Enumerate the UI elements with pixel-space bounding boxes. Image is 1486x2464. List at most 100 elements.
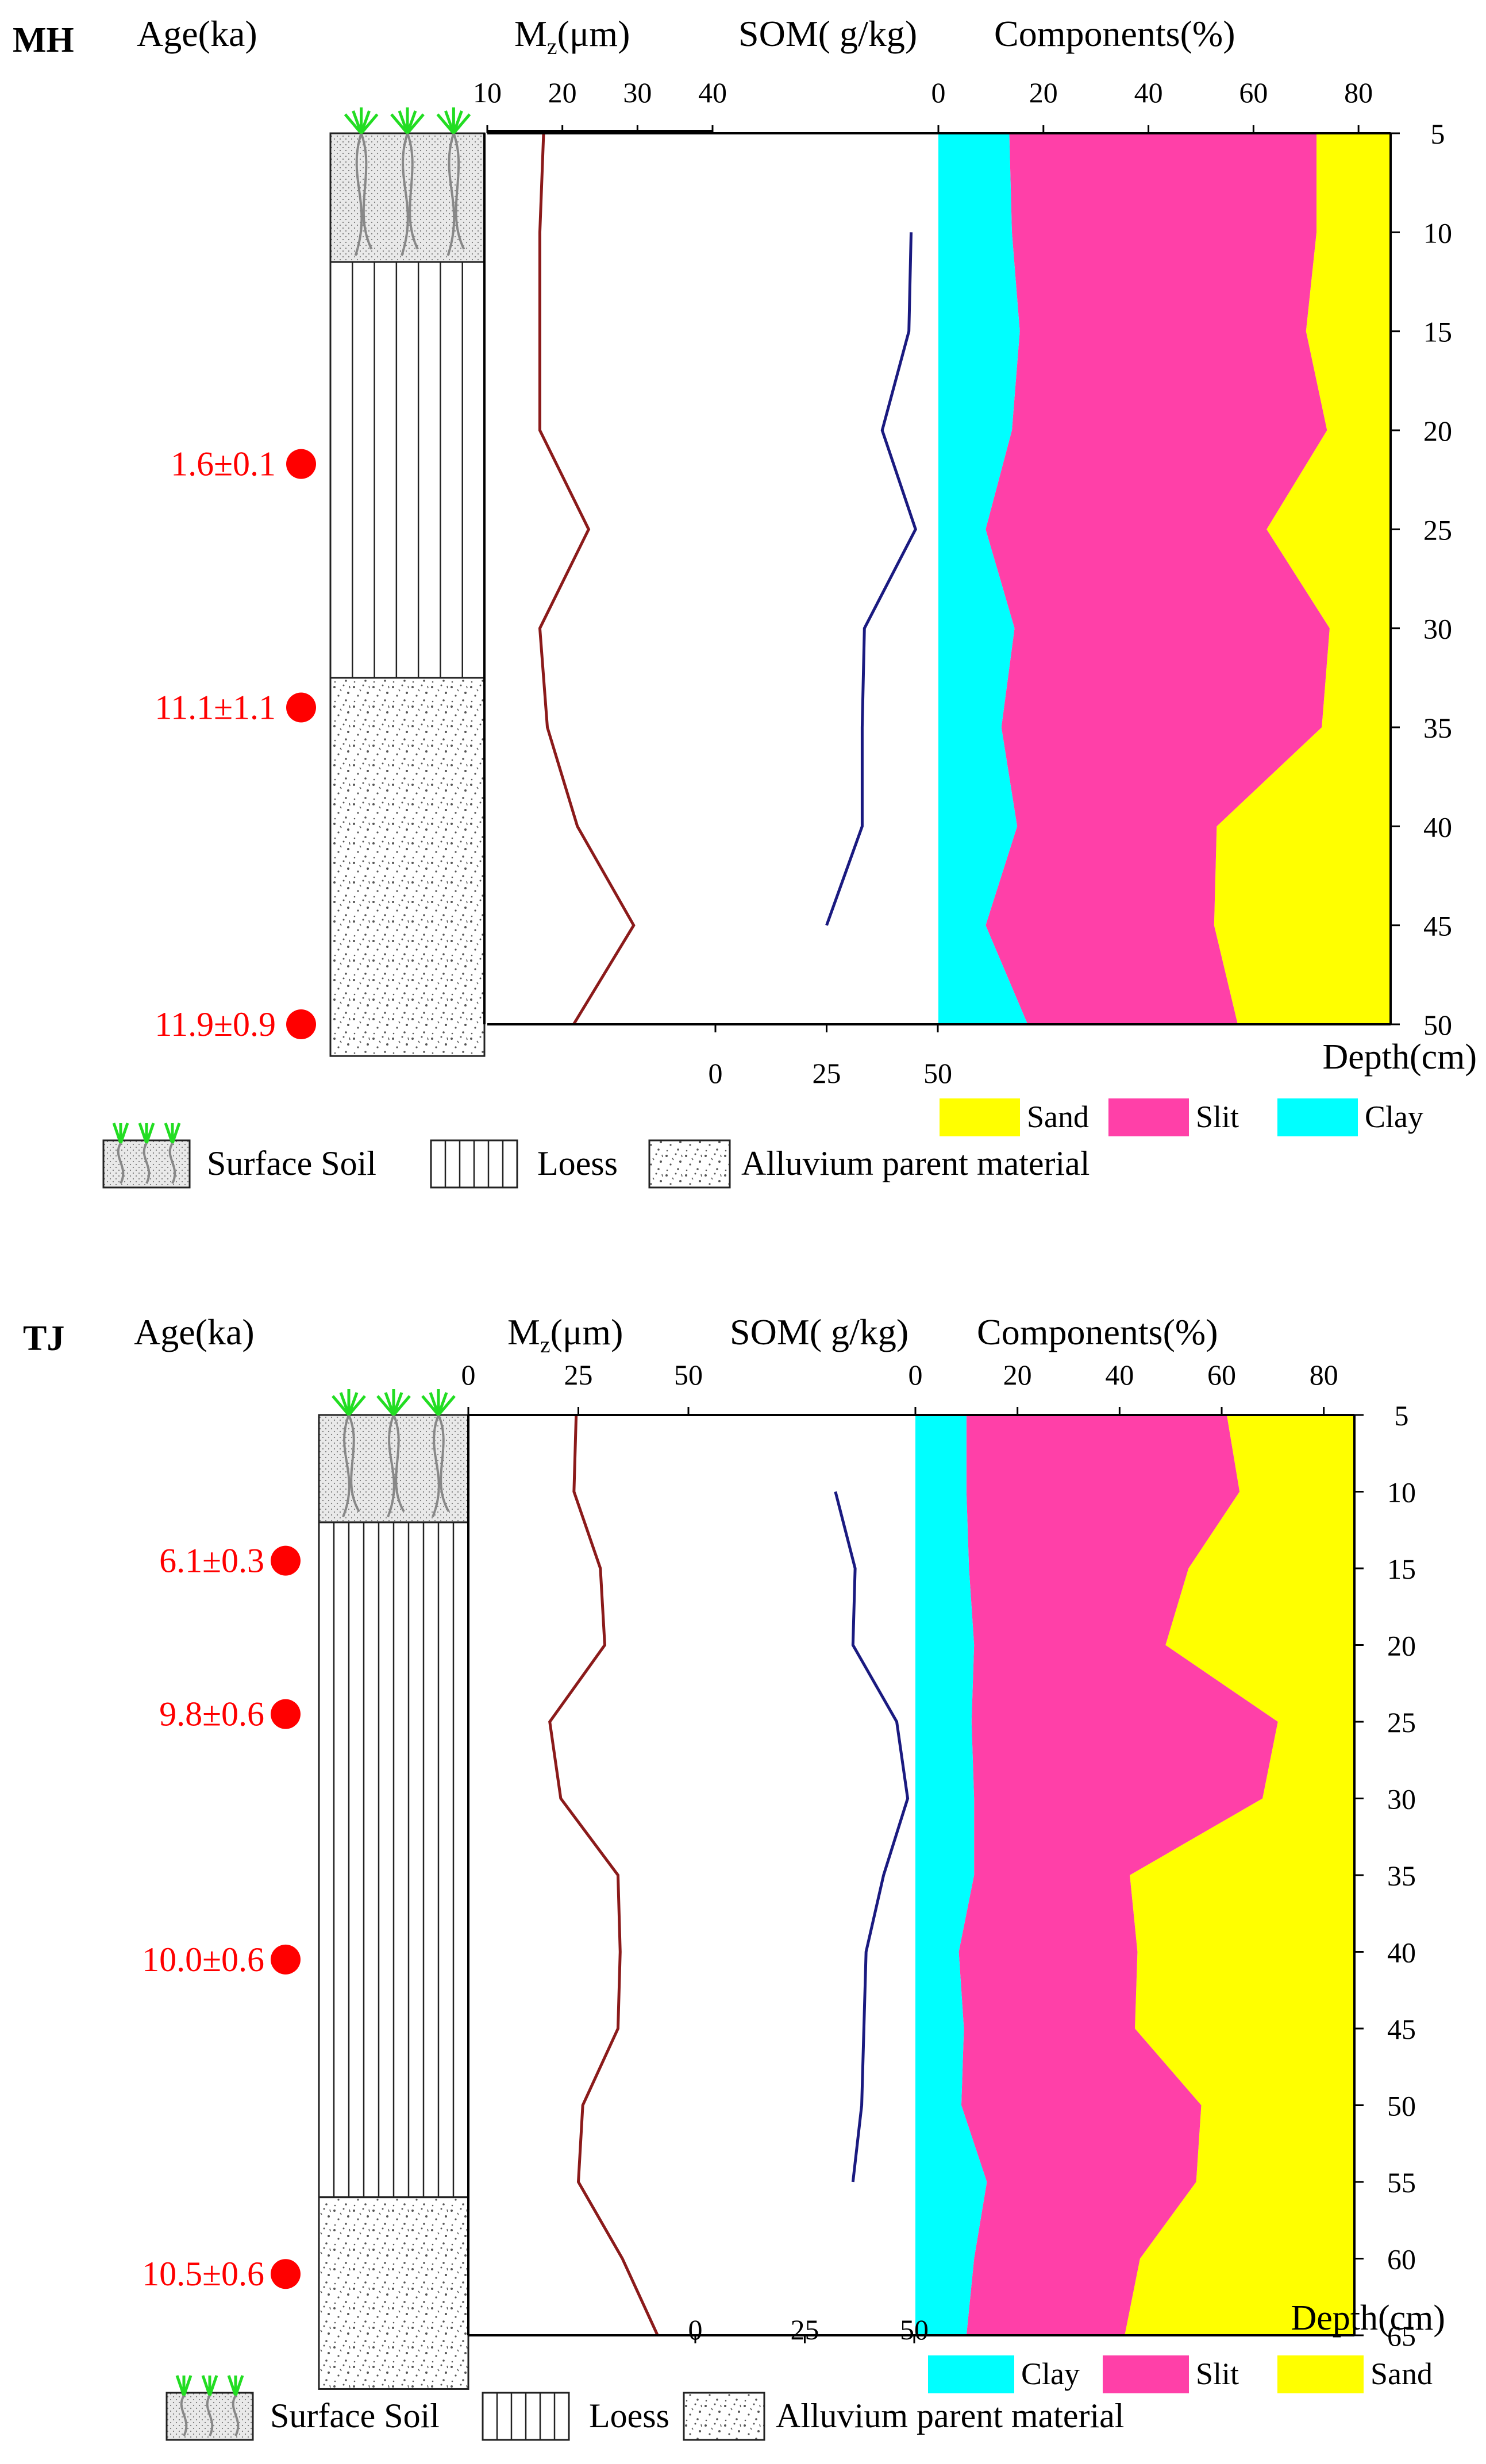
mz-header-main: M xyxy=(507,1312,540,1352)
depth-axis-title: Depth(cm) xyxy=(1291,2299,1445,2338)
depth-tick-label: 35 xyxy=(1387,1860,1416,1892)
grass-icon xyxy=(332,1395,350,1416)
age-dot xyxy=(271,1944,301,1975)
som-tick-label: 25 xyxy=(791,2313,819,2346)
loess-block xyxy=(329,261,486,679)
grass-icon xyxy=(182,2375,193,2396)
root-icon xyxy=(387,1414,405,1518)
grass-icon xyxy=(234,2375,244,2396)
legend-surface-soil-label: Surface Soil xyxy=(270,2397,440,2435)
clay-area xyxy=(938,133,1028,1024)
age-dot xyxy=(271,2259,301,2289)
legend-label-silt: Slit xyxy=(1196,1100,1239,1134)
legend-item-silt: Slit xyxy=(1103,2355,1239,2393)
depth-tick-label: 45 xyxy=(1387,2013,1416,2045)
sand-area xyxy=(1214,133,1390,1024)
age-label: 9.8±0.6 xyxy=(159,1695,264,1733)
grass-icon xyxy=(421,1395,440,1416)
age-dot xyxy=(286,692,316,723)
alluvium-block xyxy=(329,677,486,1057)
age-header: Age(ka) xyxy=(137,13,257,54)
grass-icon xyxy=(392,1395,411,1416)
grass-icon xyxy=(119,1123,129,1144)
depth-tick-label: 30 xyxy=(1423,613,1452,645)
mz-tick-label: 20 xyxy=(548,76,577,109)
grass-icon xyxy=(376,1395,395,1416)
root-icon xyxy=(143,1142,151,1184)
legend-alluvium-swatch xyxy=(648,1139,731,1189)
legend-item-silt: Slit xyxy=(1108,1098,1239,1136)
depth-tick-label: 45 xyxy=(1423,910,1452,942)
components-tick-label: 60 xyxy=(1239,76,1268,109)
depth-tick-label: 15 xyxy=(1423,316,1452,348)
depth-tick-label: 20 xyxy=(1423,415,1452,447)
profile-title: MH xyxy=(13,21,74,60)
mz-line xyxy=(538,133,636,1025)
components-tick-label: 80 xyxy=(1310,1359,1338,1391)
components-tick-label: 20 xyxy=(1029,76,1058,109)
legend-item-sand: Sand xyxy=(940,1098,1089,1136)
legend-item-clay: Clay xyxy=(1277,1098,1423,1136)
components-tick-label: 80 xyxy=(1344,76,1373,109)
depth-axis-title: Depth(cm) xyxy=(1322,1038,1477,1077)
root-icon xyxy=(232,2394,240,2436)
mz-tick-label: 25 xyxy=(564,1359,593,1391)
legend-swatch-silt xyxy=(1108,1098,1189,1136)
legend-swatch-silt xyxy=(1103,2355,1189,2393)
mz-tick-label: 0 xyxy=(461,1359,476,1391)
legend-label-clay: Clay xyxy=(1021,2357,1080,2391)
grass-icon xyxy=(360,113,379,134)
mz-header-sub: z xyxy=(540,1332,550,1358)
sand-area xyxy=(1125,1415,1354,2335)
clay-area xyxy=(915,1415,987,2335)
depth-tick-label: 15 xyxy=(1387,1553,1416,1585)
som-tick-label: 25 xyxy=(813,1057,841,1089)
stratum-surface xyxy=(329,107,486,263)
legend-loess-label: Loess xyxy=(537,1144,618,1182)
grass-icon xyxy=(344,113,363,134)
grass-icon xyxy=(390,113,409,134)
root-icon xyxy=(432,1414,450,1518)
strata-legend: Surface Soil Loess Alluvium parent materia… xyxy=(102,1123,1090,1189)
components-tick-label: 40 xyxy=(1105,1359,1134,1391)
legend-loess-label: Loess xyxy=(589,2397,669,2435)
root-icon xyxy=(354,133,373,256)
depth-tick-label: 10 xyxy=(1423,217,1452,249)
mz-header-unit: (μm) xyxy=(550,1312,623,1352)
legend-label-silt: Slit xyxy=(1196,2357,1239,2391)
legend-label-clay: Clay xyxy=(1365,1100,1423,1134)
mz-tick-label: 30 xyxy=(623,76,652,109)
mz-tick-label: 40 xyxy=(698,76,727,109)
age-dot xyxy=(271,1545,301,1576)
som-header: SOM( g/kg) xyxy=(730,1312,908,1352)
legend-alluvium-label: Alluvium parent material xyxy=(741,1144,1090,1182)
grass-icon xyxy=(348,1395,366,1416)
components-header: Components(%) xyxy=(994,13,1235,54)
depth-tick-label: 65 xyxy=(1387,2320,1416,2352)
legend-label-sand: Sand xyxy=(1370,2357,1433,2391)
stratum-alluvium xyxy=(329,677,486,1057)
legend-swatch-sand xyxy=(1277,2355,1364,2393)
depth-tick-label: 40 xyxy=(1423,811,1452,843)
depth-tick-label: 50 xyxy=(1423,1009,1452,1041)
age-dot xyxy=(286,449,316,479)
som-tick-label: 50 xyxy=(923,1057,952,1089)
mz-header: Mz(μm) xyxy=(507,1312,623,1358)
root-icon xyxy=(401,133,419,256)
depth-tick-label: 5 xyxy=(1431,118,1445,150)
components-tick-label: 60 xyxy=(1207,1359,1236,1391)
age-label: 10.0±0.6 xyxy=(142,1941,264,1979)
legend-alluvium-swatch xyxy=(683,2392,765,2441)
age-label: 1.6±0.1 xyxy=(171,445,276,483)
depth-tick-label: 5 xyxy=(1395,1399,1409,1432)
root-icon xyxy=(180,2394,188,2436)
root-icon xyxy=(117,1142,125,1184)
depth-tick-label: 10 xyxy=(1387,1476,1416,1509)
stratum-surface xyxy=(318,1389,469,1524)
silt-area xyxy=(985,133,1330,1024)
age-dot xyxy=(286,1009,316,1039)
mz-header-sub: z xyxy=(547,33,557,59)
mz-line xyxy=(548,1414,659,2336)
depth-tick-label: 60 xyxy=(1387,2243,1416,2276)
